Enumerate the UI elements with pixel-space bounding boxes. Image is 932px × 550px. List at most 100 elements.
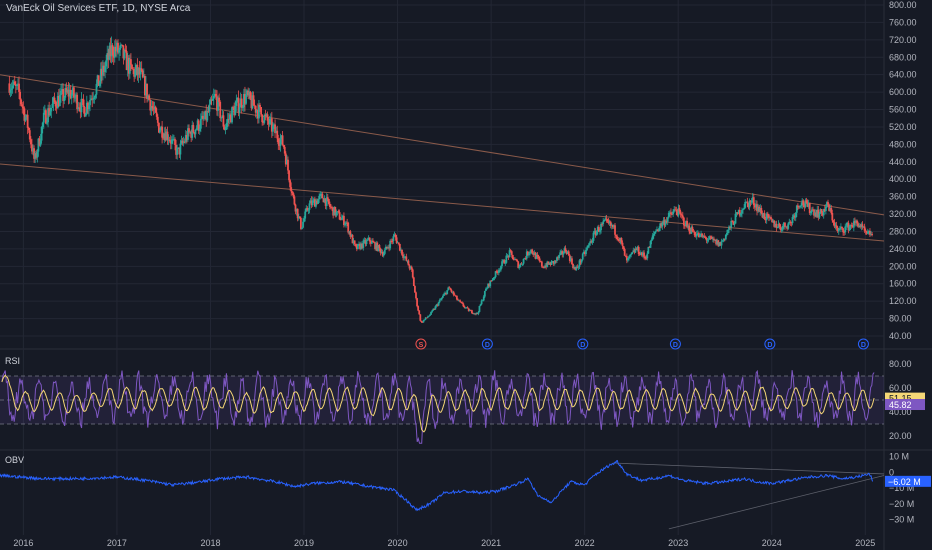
candle-body	[748, 200, 751, 208]
candle-body	[850, 225, 853, 227]
price-tick-label: 640.00	[889, 70, 917, 80]
candle-body	[774, 223, 777, 227]
candle-body	[355, 245, 358, 250]
candle-body	[133, 69, 136, 77]
candle-body	[369, 241, 372, 244]
event-marker-label: D	[580, 342, 585, 349]
candle-body	[765, 213, 768, 221]
price-tick-label: 240.00	[889, 244, 917, 254]
candle-body	[175, 144, 177, 155]
candle-body	[428, 315, 430, 317]
candle-body	[118, 49, 120, 53]
candle-body	[791, 217, 794, 224]
candle-body	[182, 141, 185, 144]
candle-body	[677, 208, 680, 216]
candle-body	[102, 65, 104, 76]
candle-body	[183, 141, 186, 143]
candle-body	[847, 222, 850, 231]
candle-body	[863, 226, 866, 231]
candle-body	[237, 97, 240, 113]
candle-body	[751, 197, 754, 201]
x-tick-label: 2017	[107, 538, 127, 548]
candle-body	[672, 211, 675, 215]
candle-body	[862, 226, 865, 228]
candle-body	[574, 267, 577, 270]
candle-body	[558, 254, 560, 259]
candle-body	[81, 98, 84, 100]
candle-body	[859, 225, 862, 228]
event-marker-circle	[577, 338, 589, 350]
event-marker-circle	[481, 338, 493, 350]
candle-body	[518, 266, 521, 268]
candle-body	[815, 212, 818, 217]
candle-body	[145, 83, 147, 96]
candle-body	[114, 46, 117, 52]
candle-body	[625, 256, 628, 261]
candle-body	[602, 221, 605, 225]
candle-body	[136, 64, 139, 76]
candle-body	[841, 226, 843, 229]
candle-body	[831, 212, 834, 221]
candle-body	[743, 207, 746, 210]
candle-body	[370, 240, 373, 244]
candle-body	[618, 239, 621, 241]
candle-body	[861, 224, 864, 228]
candle-body	[349, 231, 352, 237]
candle-body	[238, 107, 241, 113]
candle-body	[690, 227, 693, 234]
candle-body	[487, 283, 489, 288]
candle-body	[123, 50, 126, 59]
candle-body	[531, 249, 534, 253]
candle-body	[720, 241, 723, 246]
candle-body	[331, 207, 333, 209]
candle-body	[600, 223, 602, 231]
candle-body	[348, 231, 351, 233]
candle-body	[485, 288, 487, 291]
rsi-tick-label: 80.00	[889, 359, 912, 369]
candle-body	[777, 223, 780, 228]
candle-body	[70, 94, 73, 99]
obv-tick-label: 0	[889, 467, 894, 477]
candle-body	[344, 223, 346, 226]
candle-body	[757, 206, 759, 212]
candle-body	[633, 250, 636, 253]
candle-body	[837, 229, 840, 232]
candle-body	[422, 320, 425, 323]
candle-body	[615, 234, 617, 237]
candle-body	[341, 215, 344, 219]
candle-body	[367, 237, 370, 240]
candle-body	[177, 147, 180, 149]
candle-body	[525, 251, 528, 259]
candle-body	[500, 266, 502, 270]
candle-body	[23, 108, 26, 121]
candle-body	[596, 226, 599, 232]
candle-body	[90, 98, 93, 101]
candle-body	[727, 229, 729, 234]
candle-body	[787, 223, 790, 229]
candle-body	[702, 235, 705, 238]
candle-body	[466, 307, 469, 309]
candle-body	[189, 131, 191, 133]
candle-body	[821, 212, 824, 216]
candle-body	[311, 200, 314, 206]
candle-body	[297, 216, 300, 219]
price-tick-label: 600.00	[889, 87, 917, 97]
candle-body	[423, 319, 426, 321]
rsi-value: 45.82	[889, 400, 912, 410]
candle-body	[827, 202, 829, 205]
candle-body	[767, 214, 770, 218]
candle-body	[35, 153, 38, 158]
candle-body	[586, 247, 588, 250]
candle-body	[59, 95, 61, 107]
candle-body	[592, 232, 595, 241]
candle-body	[165, 131, 168, 141]
candle-body	[390, 240, 393, 242]
candle-body	[128, 59, 131, 74]
candle-body	[362, 240, 365, 248]
candle-body	[276, 130, 279, 139]
candle-body	[645, 258, 648, 259]
candle-body	[581, 253, 584, 260]
candle-body	[434, 306, 437, 310]
candle-body	[170, 139, 173, 144]
